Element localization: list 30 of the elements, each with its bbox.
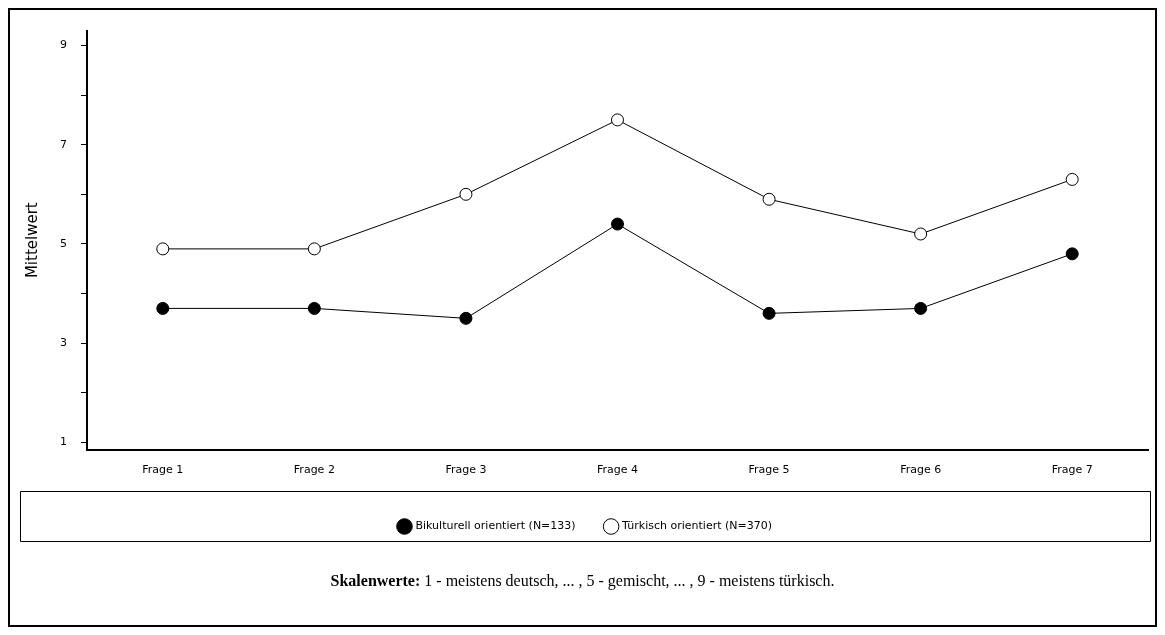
y-tick-label: 5 (60, 236, 67, 250)
point (156, 242, 170, 256)
point (459, 187, 473, 201)
y-axis-title: Mittelwert (22, 202, 41, 279)
point (307, 301, 321, 315)
point (762, 192, 776, 206)
x-tick-label: Frage 5 (748, 463, 790, 477)
x-tick-label: Frage 1 (142, 463, 184, 477)
point (914, 227, 928, 241)
y-tick-label: 3 (60, 336, 67, 349)
x-tick-label: Frage 6 (900, 463, 942, 477)
point (914, 301, 928, 315)
x-tick-label: Frage 3 (445, 463, 487, 477)
y-tick-label: 1 (60, 435, 67, 449)
point (156, 301, 170, 315)
y-tick-label: 7 (60, 137, 67, 151)
point (1065, 247, 1079, 261)
point (307, 242, 321, 256)
point (611, 217, 624, 231)
x-tick-label: Frage 2 (293, 463, 335, 477)
legend-label: Türkisch orientiert (N=370) (621, 519, 773, 533)
text: Skalenwerte: 1 - meistens deutsch, ... , 5 - gemischt, ... , 9 - meistens türkisch. (330, 572, 835, 589)
point (459, 311, 473, 325)
point (611, 113, 624, 127)
x-tick-label: Frage 7 (1051, 463, 1093, 477)
legend-label: Bikulturell orientiert (N=133) (415, 519, 576, 533)
y-tick-label: 9 (60, 38, 67, 52)
point (762, 306, 776, 320)
x-tick-label: Frage 4 (596, 463, 639, 477)
point (1065, 172, 1079, 186)
